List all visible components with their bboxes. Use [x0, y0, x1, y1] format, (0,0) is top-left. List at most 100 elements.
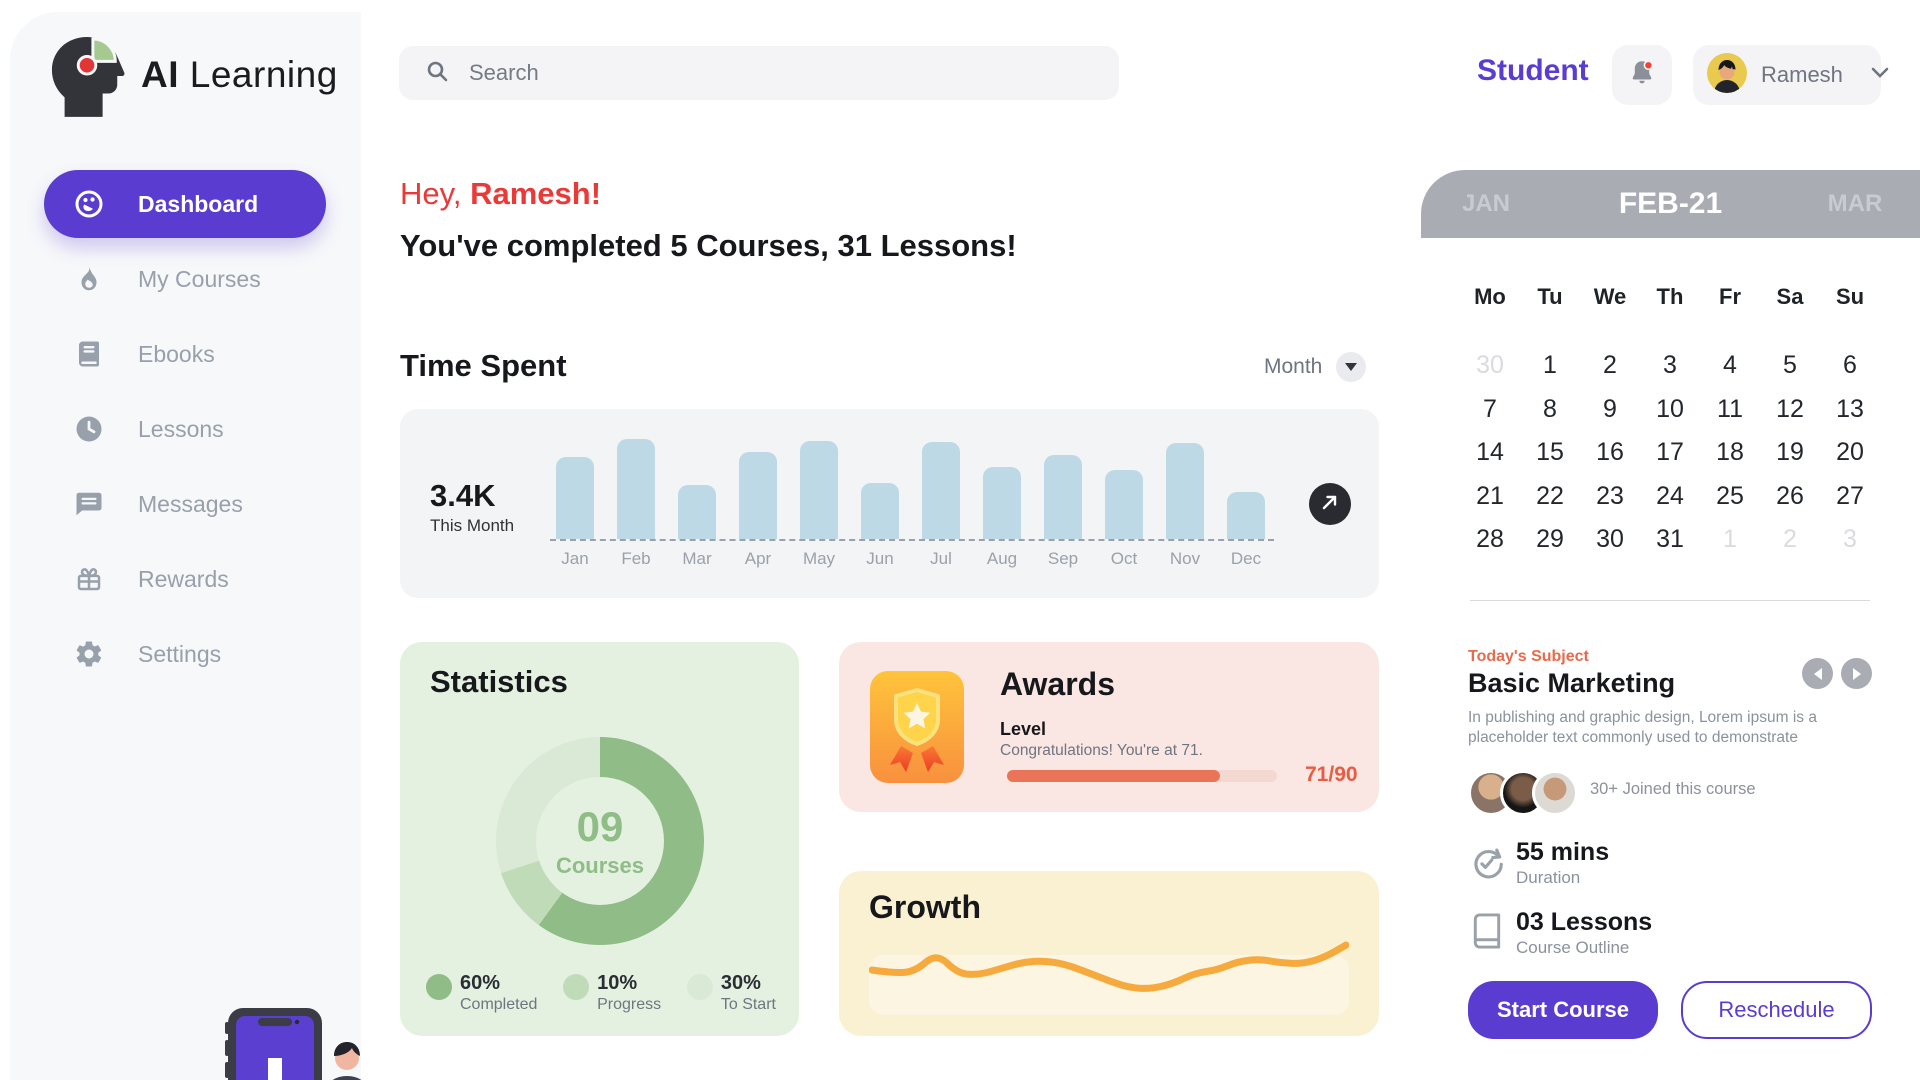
calendar-day[interactable]: 19: [1776, 438, 1804, 467]
bar-label: May: [802, 549, 836, 568]
calendar-day[interactable]: 14: [1476, 438, 1504, 467]
avatar: [1707, 52, 1747, 98]
sidebar-item-ebooks[interactable]: Ebooks: [44, 320, 326, 388]
calendar-day[interactable]: 6: [1843, 351, 1857, 380]
awards-card: Awards Level Congratulations! You're at …: [839, 642, 1379, 812]
calendar-day[interactable]: 4: [1723, 351, 1737, 380]
calendar-day[interactable]: 13: [1836, 394, 1864, 423]
todays-subject-title: Basic Marketing: [1468, 668, 1676, 698]
bar-dec: [1227, 492, 1265, 539]
calendar-day[interactable]: 9: [1603, 394, 1617, 423]
calendar-day[interactable]: 2: [1783, 525, 1797, 554]
greeting-message: You've completed 5 Courses, 31 Lessons!: [400, 228, 1017, 263]
chat-icon: [74, 489, 104, 519]
level-progress-fill: [1007, 770, 1221, 782]
sidebar-item-settings[interactable]: Settings: [44, 620, 326, 688]
expand-chart-button[interactable]: [1309, 483, 1351, 525]
role-label: Student: [1477, 54, 1589, 87]
time-spent-chart-card: 3.4K This Month Jan Feb Mar Apr May Jun Jul Aug…: [400, 409, 1379, 598]
calendar-day[interactable]: 17: [1656, 438, 1684, 467]
level-label: Level: [1000, 719, 1047, 739]
search-input[interactable]: [467, 59, 1071, 87]
sidebar-item-messages[interactable]: Messages: [44, 470, 326, 538]
calendar-next-month[interactable]: MAR: [1827, 190, 1883, 217]
calendar-day[interactable]: 7: [1483, 394, 1497, 423]
sidebar-item-dashboard[interactable]: Dashboard: [44, 170, 326, 238]
bar-jan: [556, 457, 594, 539]
awards-title: Awards: [1000, 666, 1116, 702]
calendar-day[interactable]: 3: [1663, 351, 1677, 380]
calendar-day[interactable]: 27: [1836, 481, 1864, 510]
bar-label: Feb: [621, 549, 651, 568]
bar: [739, 452, 777, 539]
bar: [983, 467, 1021, 539]
sidebar-item-lessons[interactable]: Lessons: [44, 395, 326, 463]
month-filter[interactable]: Month: [1264, 352, 1367, 382]
bar: [1227, 492, 1265, 539]
sidebar-item-label: Settings: [138, 640, 222, 667]
subject-next-button[interactable]: [1841, 658, 1872, 689]
phone-illustration: [225, 1006, 375, 1080]
calendar-day[interactable]: 25: [1716, 481, 1744, 510]
bar-nov: [1166, 443, 1204, 539]
calendar-day[interactable]: 26: [1776, 481, 1804, 510]
calendar-day[interactable]: 8: [1543, 394, 1557, 423]
reschedule-button[interactable]: Reschedule: [1681, 981, 1872, 1039]
todays-subject-label: Today's Subject: [1468, 648, 1589, 665]
bar: [1105, 470, 1143, 539]
calendar-day[interactable]: 22: [1536, 481, 1564, 510]
notifications-button[interactable]: [1612, 45, 1672, 105]
calendar-day[interactable]: 3: [1843, 525, 1857, 554]
bar: [1166, 443, 1204, 539]
calendar-current-month: FEB-21: [1618, 187, 1723, 220]
legend-dot: [426, 974, 452, 1000]
legend-dot: [686, 974, 713, 1000]
subject-prev-button[interactable]: [1802, 658, 1833, 689]
calendar-day[interactable]: 12: [1776, 394, 1804, 423]
bell-icon: [1626, 57, 1658, 94]
bar-label: Nov: [1169, 549, 1201, 568]
calendar-day[interactable]: 2: [1603, 351, 1617, 380]
arrow-right-icon: [1852, 667, 1861, 680]
profile-menu[interactable]: Ramesh: [1693, 45, 1889, 105]
bar-label: Sep: [1047, 549, 1079, 568]
weekday-label: Mo: [1474, 284, 1506, 309]
bar-chart-labels: Jan Feb Mar Apr May Jun Jul Aug Sep Oct Nov Dec: [556, 549, 1268, 569]
calendar-day[interactable]: 15: [1536, 438, 1564, 467]
statistics-title: Statistics: [430, 664, 568, 699]
statistics-card: Statistics 09 Courses 60% Completed 10% Pro…: [400, 642, 799, 1036]
calendar-day[interactable]: 30: [1476, 351, 1504, 380]
calendar-day[interactable]: 29: [1536, 525, 1564, 554]
sidebar-item-rewards[interactable]: Rewards: [44, 545, 326, 613]
calendar-day[interactable]: 16: [1596, 438, 1624, 467]
calendar-day[interactable]: 21: [1476, 481, 1504, 510]
bar-label: Mar: [682, 549, 712, 568]
calendar-day[interactable]: 11: [1717, 394, 1743, 423]
time-spent-total: 3.4K This Month: [430, 478, 514, 536]
calendar-day[interactable]: 1: [1543, 351, 1557, 380]
calendar-day[interactable]: 24: [1656, 481, 1684, 510]
calendar-day[interactable]: 10: [1656, 394, 1684, 423]
chevron-down-icon: [1871, 66, 1889, 84]
level-progress-track: [1007, 770, 1277, 782]
start-course-button[interactable]: Start Course: [1468, 981, 1658, 1039]
dashboard-icon: [74, 189, 104, 219]
calendar-day[interactable]: 1: [1723, 525, 1737, 554]
calendar-day[interactable]: 18: [1716, 438, 1744, 467]
calendar-day[interactable]: 20: [1836, 438, 1864, 467]
courses-donut-chart: 09 Courses: [496, 737, 704, 945]
calendar-day[interactable]: 5: [1783, 351, 1797, 380]
calendar-day[interactable]: 31: [1656, 525, 1684, 554]
weekday-label: Sa: [1776, 284, 1804, 309]
calendar-day[interactable]: 28: [1476, 525, 1504, 554]
month-filter-button[interactable]: [1336, 352, 1367, 382]
bar-feb: [617, 439, 655, 539]
app-logo: AI Learning: [49, 33, 338, 117]
sidebar-item-my-courses[interactable]: My Courses: [44, 245, 326, 313]
level-progress-value: 71/90: [1305, 763, 1358, 786]
sidebar-nav: Dashboard My Courses Ebooks Lessons Messages…: [44, 170, 326, 688]
calendar-day[interactable]: 30: [1596, 525, 1624, 554]
sidebar-item-label: Messages: [138, 490, 243, 517]
calendar-prev-month[interactable]: JAN: [1461, 190, 1510, 217]
calendar-day[interactable]: 23: [1596, 481, 1624, 510]
